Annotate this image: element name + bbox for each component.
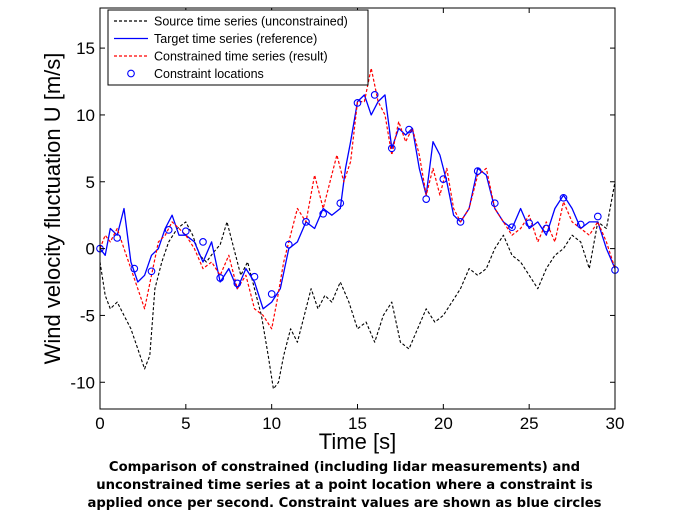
constraint-marker xyxy=(490,199,499,208)
constraint-marker xyxy=(302,218,310,226)
x-tick-label: 20 xyxy=(434,414,453,433)
constraint-marker xyxy=(164,226,173,234)
constraint-marker xyxy=(405,125,413,134)
series-line-constrained xyxy=(99,67,616,330)
constraint-markers xyxy=(96,91,619,298)
constraint-marker xyxy=(422,195,431,203)
legend: Source time series (unconstrained) Targe… xyxy=(107,9,369,86)
constraint-marker xyxy=(216,274,225,282)
y-tick-label: 0 xyxy=(86,240,95,259)
constraint-marker xyxy=(130,264,139,273)
y-tick-label: -5 xyxy=(80,306,95,325)
constraint-marker xyxy=(508,223,516,232)
constraint-marker xyxy=(353,99,362,107)
constraint-marker xyxy=(147,267,156,276)
figure-caption: Comparison of constrained (including lid… xyxy=(0,459,689,513)
constraint-marker xyxy=(387,144,396,153)
x-tick-label: 25 xyxy=(520,414,539,433)
constraint-marker xyxy=(473,167,482,175)
constraint-marker xyxy=(593,212,602,221)
legend-label-constraint: Constraint locations xyxy=(154,67,264,81)
constraint-marker xyxy=(199,238,207,246)
constraint-marker xyxy=(456,218,465,226)
constraint-marker xyxy=(319,209,328,218)
y-tick-label: 10 xyxy=(76,106,95,125)
legend-label-target: Target time series (reference) xyxy=(154,32,317,46)
series-line-target xyxy=(99,94,616,310)
legend-box xyxy=(107,9,369,86)
y-axis-label: Wind velocity fluctuation U [m/s] xyxy=(40,53,65,365)
constraint-marker xyxy=(336,199,345,208)
constraint-marker xyxy=(576,220,585,229)
x-tick-label: 30 xyxy=(606,414,625,433)
x-tick-label: 15 xyxy=(348,414,367,433)
y-tick-label: -10 xyxy=(70,373,95,392)
constraint-marker xyxy=(284,240,293,249)
constraint-marker xyxy=(559,193,568,202)
x-tick-label: 10 xyxy=(262,414,281,433)
constraint-marker xyxy=(233,279,242,288)
legend-label-source: Source time series (unconstrained) xyxy=(154,15,348,29)
constraint-marker xyxy=(525,219,534,228)
constraint-marker xyxy=(267,290,276,298)
legend-swatch-constraint xyxy=(127,69,135,78)
x-tick-label: 5 xyxy=(181,414,190,433)
constraint-marker xyxy=(181,227,190,236)
constraint-marker xyxy=(542,224,551,233)
y-tick-label: 15 xyxy=(76,39,95,58)
x-axis-label: Time [s] xyxy=(319,429,396,454)
caption-line-2: unconstrained time series at a point loc… xyxy=(96,478,593,493)
caption-line-3: applied once per second. Constraint valu… xyxy=(87,496,602,511)
constraint-marker xyxy=(113,234,122,242)
constraint-marker xyxy=(370,91,379,99)
constraint-marker xyxy=(250,272,259,281)
caption-line-1: Comparison of constrained (including lid… xyxy=(108,460,581,475)
x-tick-label: 0 xyxy=(95,414,104,433)
axis-ticks: 0 5 10 15 20 25 30 -10 -5 0 5 10 15 xyxy=(70,8,624,433)
legend-label-constrained: Constrained time series (result) xyxy=(154,50,328,64)
series-line-source xyxy=(99,181,616,390)
y-tick-label: 5 xyxy=(86,173,95,192)
series-layer xyxy=(99,67,616,390)
constraint-marker xyxy=(439,175,448,183)
